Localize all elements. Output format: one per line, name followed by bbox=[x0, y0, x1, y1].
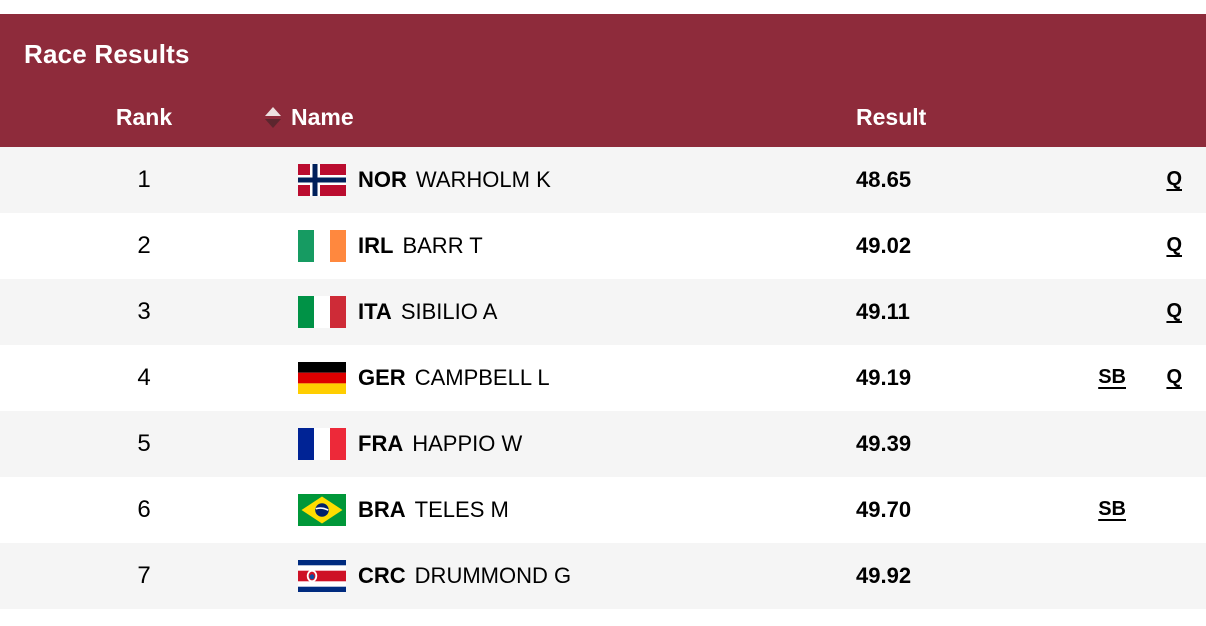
country-flag-icon bbox=[298, 361, 346, 394]
table-row[interactable]: 2 IRL BARR T 49.02 Q bbox=[0, 212, 1206, 279]
sort-ascending-icon bbox=[265, 107, 281, 117]
q-badge[interactable]: Q bbox=[1166, 366, 1182, 389]
results-rows: 1 NOR WARHOLM K 48.65 Q 2 IRL BARR T 49.… bbox=[0, 146, 1206, 609]
name-cell: IRL BARR T bbox=[264, 229, 856, 262]
result-cell: 49.70 bbox=[856, 496, 912, 522]
rank-cell: 5 bbox=[137, 429, 151, 457]
country-flag-icon bbox=[298, 295, 346, 328]
results-panel-header: Race Results Rank Name Result bbox=[0, 14, 1206, 147]
athlete-name: TELES M bbox=[414, 496, 509, 522]
q-badge[interactable]: Q bbox=[1166, 300, 1182, 323]
table-row[interactable]: 7 CRC DRUMMOND G 49.92 bbox=[0, 542, 1206, 609]
table-row[interactable]: 4 GER CAMPBELL L 49.19 SB Q bbox=[0, 344, 1206, 411]
result-cell: 49.39 bbox=[856, 430, 912, 456]
country-code: CRC bbox=[358, 562, 406, 588]
country-flag-icon bbox=[298, 427, 346, 460]
country-code: BRA bbox=[358, 496, 406, 522]
sort-icon[interactable] bbox=[264, 105, 282, 130]
name-cell: CRC DRUMMOND G bbox=[264, 559, 856, 592]
athlete-name: HAPPIO W bbox=[412, 430, 523, 456]
name-column-header: Name bbox=[264, 104, 856, 131]
name-cell: NOR WARHOLM K bbox=[264, 163, 856, 196]
panel-title: Race Results bbox=[24, 39, 190, 69]
athlete-name: DRUMMOND G bbox=[414, 562, 572, 588]
result-cell: 49.02 bbox=[856, 232, 912, 258]
athlete-name: WARHOLM K bbox=[415, 166, 551, 192]
q-badge[interactable]: Q bbox=[1166, 234, 1182, 257]
athlete-name: SIBILIO A bbox=[400, 298, 498, 324]
rank-cell: 6 bbox=[137, 495, 151, 523]
country-code: ITA bbox=[358, 298, 392, 324]
result-cell: 49.11 bbox=[856, 298, 910, 324]
table-column-header-row: Rank Name Result bbox=[0, 89, 1206, 147]
results-page: Race Results Rank Name Result 1 NOR WARH… bbox=[0, 14, 1206, 609]
name-cell: GER CAMPBELL L bbox=[264, 361, 856, 394]
country-flag-icon bbox=[298, 163, 346, 196]
country-flag-icon bbox=[298, 559, 346, 592]
country-code: FRA bbox=[358, 430, 404, 456]
result-column-header: Result bbox=[856, 104, 927, 131]
name-cell: FRA HAPPIO W bbox=[264, 427, 856, 460]
sb-badge[interactable]: SB bbox=[1098, 498, 1126, 521]
name-column-header-label: Name bbox=[291, 104, 354, 131]
rank-cell: 2 bbox=[137, 231, 151, 259]
rank-cell: 4 bbox=[137, 363, 151, 391]
q-badge[interactable]: Q bbox=[1166, 168, 1182, 191]
name-cell: BRA TELES M bbox=[264, 493, 856, 526]
result-cell: 49.92 bbox=[856, 562, 912, 588]
country-code: NOR bbox=[358, 166, 407, 192]
result-cell: 48.65 bbox=[856, 166, 912, 192]
rank-cell: 1 bbox=[137, 165, 151, 193]
country-flag-icon bbox=[298, 229, 346, 262]
sort-descending-icon bbox=[265, 119, 281, 129]
rank-column-header: Rank bbox=[115, 104, 173, 131]
country-code: IRL bbox=[358, 232, 394, 258]
athlete-name: BARR T bbox=[402, 232, 483, 258]
country-flag-icon bbox=[298, 493, 346, 526]
table-row[interactable]: 3 ITA SIBILIO A 49.11 Q bbox=[0, 278, 1206, 345]
athlete-name: CAMPBELL L bbox=[414, 364, 550, 390]
table-row[interactable]: 6 BRA TELES M 49.70 SB bbox=[0, 476, 1206, 543]
table-row[interactable]: 5 FRA HAPPIO W 49.39 bbox=[0, 410, 1206, 477]
name-cell: ITA SIBILIO A bbox=[264, 295, 856, 328]
sb-badge[interactable]: SB bbox=[1098, 366, 1126, 389]
country-code: GER bbox=[358, 364, 406, 390]
rank-cell: 3 bbox=[137, 297, 151, 325]
result-cell: 49.19 bbox=[856, 364, 912, 390]
rank-cell: 7 bbox=[137, 561, 151, 589]
table-row[interactable]: 1 NOR WARHOLM K 48.65 Q bbox=[0, 146, 1206, 213]
